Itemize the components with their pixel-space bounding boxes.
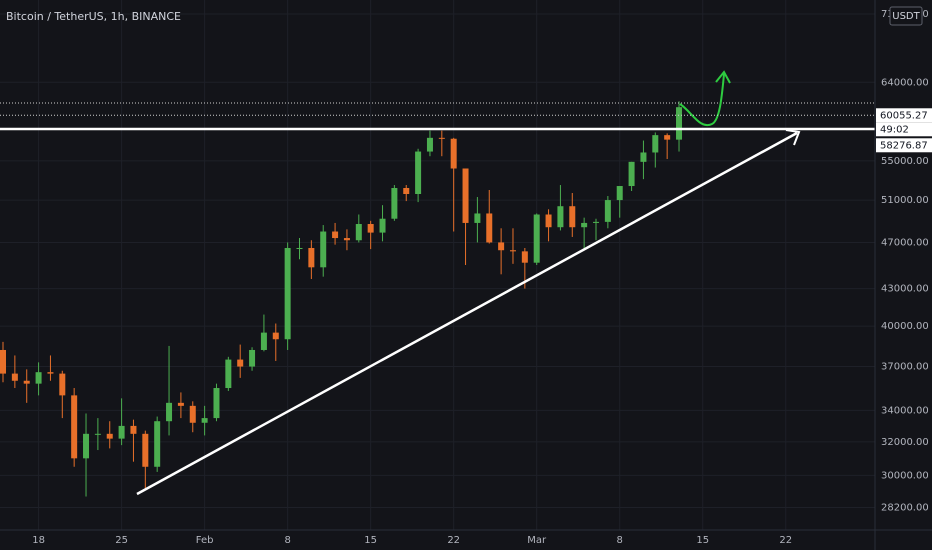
candle-body (450, 138, 457, 169)
candle-body (189, 405, 196, 423)
candle-body (593, 221, 599, 223)
candle-body (664, 135, 671, 140)
candle-body (284, 247, 291, 340)
candle-body (249, 349, 256, 367)
trend-line (136, 131, 798, 496)
trend-arrowhead (785, 129, 801, 146)
candle-body (296, 247, 303, 249)
candle-body (0, 349, 6, 374)
x-tick-label: 22 (779, 535, 792, 546)
currency-label: USDT (892, 11, 920, 22)
candle-body (260, 332, 267, 350)
y-tick-label: 30000.00 (881, 470, 929, 481)
candle-body (367, 224, 374, 233)
projection-arrowhead (715, 70, 731, 84)
x-tick-label: 15 (364, 535, 377, 546)
candle-body (154, 421, 161, 467)
candle-body (71, 395, 78, 459)
candle-body (94, 433, 101, 435)
candle-body (118, 425, 125, 439)
candle-body (272, 332, 279, 340)
candle-body (47, 372, 54, 374)
candle-body (106, 433, 113, 439)
candle-body (213, 388, 220, 419)
candle-body (391, 188, 398, 219)
candle-body (604, 200, 611, 222)
candle-body (11, 373, 18, 381)
countdown-label: 49:02 (880, 124, 909, 135)
x-tick-label: Feb (196, 535, 214, 546)
level-price-label: 58276.87 (880, 140, 928, 151)
x-tick-label: 25 (115, 535, 128, 546)
candle-body (545, 214, 552, 228)
candle-body (201, 418, 208, 423)
candle-body (415, 151, 422, 195)
candle-body (130, 425, 137, 434)
currency-badge[interactable] (889, 6, 923, 26)
candle-body (462, 168, 469, 223)
x-tick-label: 22 (447, 535, 460, 546)
candle-body (498, 242, 505, 251)
candle-body (533, 214, 540, 263)
candle-body (83, 433, 90, 459)
candle-body (343, 238, 350, 241)
y-tick-label: 64000.00 (881, 77, 929, 88)
x-tick-label: 8 (617, 535, 623, 546)
candle-body (509, 250, 516, 252)
y-tick-label: 37000.00 (881, 362, 929, 373)
last-price-label: 60055.27 (880, 110, 928, 121)
candle-body (177, 402, 184, 406)
y-tick-label: 51000.00 (881, 195, 929, 206)
candle-body (486, 213, 493, 243)
candle-body (23, 380, 30, 384)
candle-body (676, 107, 683, 140)
candle-body (628, 161, 635, 187)
candle-body (438, 137, 445, 139)
y-tick-label: 43000.00 (881, 284, 929, 295)
candle-body (521, 251, 528, 263)
x-tick-label: 8 (284, 535, 290, 546)
candle-body (379, 218, 386, 233)
level-price-label-box (876, 138, 932, 153)
candle-body (652, 135, 659, 153)
candle-body (225, 359, 232, 389)
x-tick-label: 18 (32, 535, 45, 546)
projection-arrow (679, 73, 725, 127)
candle-body (640, 152, 647, 162)
candle-body (35, 372, 42, 384)
candle-body (332, 231, 339, 239)
y-tick-label: 34000.00 (881, 405, 929, 416)
candle-body (403, 188, 410, 195)
candle-body (59, 373, 66, 396)
candle-body (142, 433, 149, 467)
y-tick-label: 28200.00 (881, 502, 929, 513)
y-tick-label: 47000.00 (881, 237, 929, 248)
candle-body (166, 402, 173, 422)
y-tick-label: 40000.00 (881, 321, 929, 332)
y-tick-label: 32000.00 (881, 437, 929, 448)
candle-body (616, 186, 623, 201)
candle-body (557, 206, 564, 228)
x-tick-label: Mar (527, 535, 547, 546)
candle-body (320, 231, 327, 268)
x-tick-label: 15 (696, 535, 709, 546)
candle-body (426, 137, 433, 152)
candles (0, 101, 683, 497)
countdown-label-box (876, 122, 932, 137)
candle-body (355, 224, 362, 241)
candle-body (308, 247, 315, 268)
candle-body (237, 359, 244, 367)
candle-body (581, 222, 588, 228)
candle-body (569, 206, 576, 228)
candle-body (474, 213, 481, 223)
y-tick-label: 55000.00 (881, 156, 929, 167)
last-price-label-box (876, 108, 932, 123)
chart-title: Bitcoin / TetherUS, 1h, BINANCE (6, 10, 181, 23)
